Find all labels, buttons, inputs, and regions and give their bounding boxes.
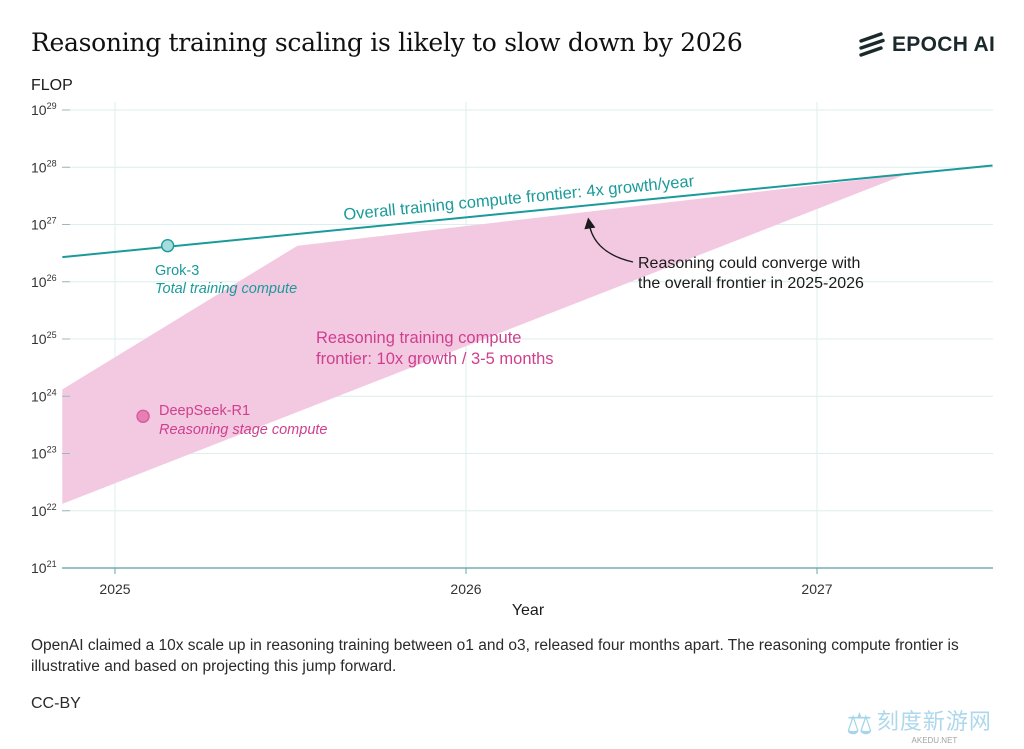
epoch-logo-icon <box>859 32 885 57</box>
chart-caption: OpenAI claimed a 10x scale up in reasoni… <box>31 637 959 675</box>
y-tick-label-28: 1028 <box>31 158 57 175</box>
y-tick-label-23: 1023 <box>31 445 57 462</box>
grok-3-sublabel: Total training compute <box>155 281 297 297</box>
reasoning-band-layer <box>62 174 905 504</box>
points-layer <box>136 238 175 423</box>
grok-3-label: Grok-3 <box>155 263 199 279</box>
x-tick-label-2026: 2026 <box>450 581 481 597</box>
reasoning-band-label-line1: Reasoning training compute <box>316 329 521 347</box>
grok-3-point <box>160 238 175 253</box>
annotation-line2: the overall frontier in 2025-2026 <box>638 275 864 292</box>
x-axis-label: Year <box>512 602 545 619</box>
scale-icon: ⚖ <box>846 708 873 741</box>
license-text: CC-BY <box>31 695 81 712</box>
reasoning-frontier-band <box>62 174 905 504</box>
page-title: Reasoning training scaling is likely to … <box>31 28 743 57</box>
overall-frontier-line <box>62 164 993 259</box>
epoch-ai-logo: EPOCH AI <box>858 31 995 59</box>
watermark-url-text: AKEDU.NET <box>911 736 958 745</box>
annotation-line1: Reasoning could converge with <box>638 255 860 272</box>
deepseek-r1-sublabel: Reasoning stage compute <box>159 422 327 438</box>
axes: 1029 1028 1027 1026 1025 1024 1023 1022 1021 2025… <box>31 101 993 597</box>
y-tick-label-27: 1027 <box>31 216 57 233</box>
y-tick-label-26: 1026 <box>31 273 57 290</box>
y-tick-label-21: 1021 <box>31 559 57 576</box>
logo-text: EPOCH AI <box>892 33 996 56</box>
y-tick-label-22: 1022 <box>31 502 57 519</box>
y-axis-label: FLOP <box>31 77 73 94</box>
overall-frontier-layer <box>62 164 993 259</box>
chart: 1029 1028 1027 1026 1025 1024 1023 1022 1021 2025… <box>31 77 993 619</box>
y-tick-label-25: 1025 <box>31 330 57 347</box>
x-tick-label-2027: 2027 <box>801 581 832 597</box>
watermark-cn-text: 刻度新游网 <box>876 709 992 734</box>
y-tick-label-24: 1024 <box>31 387 57 404</box>
reasoning-band-label-line2: frontier: 10x growth / 3-5 months <box>316 350 554 368</box>
x-tick-label-2025: 2025 <box>99 581 130 597</box>
y-tick-label-29: 1029 <box>31 101 57 118</box>
deepseek-r1-point <box>136 409 150 423</box>
annotation-arrow <box>584 217 634 263</box>
deepseek-r1-label: DeepSeek-R1 <box>159 403 250 419</box>
watermark: ⚖ 刻度新游网 AKEDU.NET <box>846 704 992 745</box>
